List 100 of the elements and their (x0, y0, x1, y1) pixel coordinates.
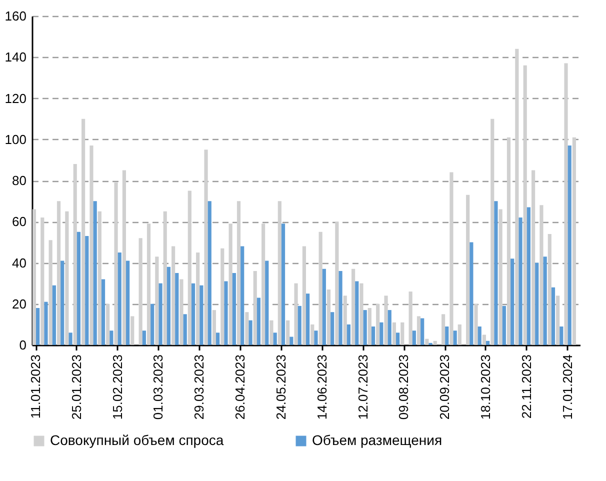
bar (212, 310, 216, 345)
bar (56, 201, 61, 345)
bar (548, 234, 552, 345)
y-tick-label: 0 (19, 338, 26, 352)
bar (101, 279, 106, 345)
bar (568, 146, 572, 345)
bar (183, 314, 187, 345)
bar (474, 304, 478, 345)
bar (445, 326, 449, 345)
bar (314, 330, 318, 345)
bar (346, 324, 351, 345)
x-tick-label: 24.05.2023 (273, 354, 288, 420)
x-tick-label: 14.06.2023 (314, 354, 330, 420)
bar (245, 312, 249, 345)
bar (535, 262, 539, 345)
bar (294, 283, 298, 345)
bar (310, 324, 314, 345)
bar (298, 306, 302, 345)
bar (400, 322, 404, 345)
x-tick-label: 11.01.2023 (28, 354, 44, 419)
bar (351, 268, 356, 345)
bar (270, 320, 274, 345)
bar (166, 266, 171, 345)
bar (531, 170, 536, 345)
bar (326, 289, 331, 345)
bar (158, 283, 162, 345)
bar (191, 283, 196, 345)
bar (118, 252, 122, 345)
bar (322, 268, 326, 345)
bar (453, 330, 457, 345)
y-tick-label: 140 (4, 50, 26, 65)
bar (142, 330, 146, 345)
bar (368, 308, 372, 345)
bar (478, 326, 482, 345)
bar (93, 201, 97, 345)
bar (175, 273, 179, 345)
x-tick-label: 29.03.2023 (192, 354, 207, 420)
bar (253, 270, 257, 345)
bar (523, 65, 527, 345)
bar (306, 294, 310, 345)
bar (412, 330, 416, 345)
y-tick-label: 100 (4, 132, 26, 147)
bar (236, 201, 241, 345)
bar (392, 322, 396, 345)
bar (216, 332, 220, 345)
bar (232, 273, 236, 345)
bar (515, 48, 519, 345)
x-tick-label: 01.03.2023 (150, 354, 166, 420)
bar (90, 146, 94, 345)
bar (494, 201, 498, 345)
bar (371, 326, 376, 345)
bar (470, 242, 474, 345)
bar (564, 63, 568, 345)
bar (261, 224, 266, 345)
legend-label: Объем размещения (312, 432, 442, 448)
bar (68, 332, 72, 345)
bar (196, 252, 200, 345)
x-tick-label: 17.01.2024 (560, 354, 575, 420)
x-tick-label: 15.02.2023 (110, 354, 125, 420)
bar (335, 222, 339, 345)
bar (248, 320, 252, 345)
bar (126, 260, 130, 345)
bar (490, 118, 494, 345)
bar (458, 324, 462, 345)
bar (388, 310, 392, 345)
bar (502, 306, 506, 345)
bar (122, 170, 126, 345)
bar (32, 209, 36, 345)
bar (180, 279, 184, 345)
x-tick-label: 20.09.2023 (437, 354, 452, 420)
bar (273, 332, 277, 345)
bar (551, 287, 556, 345)
bar (420, 318, 424, 345)
bar (220, 248, 224, 345)
bar (286, 320, 290, 345)
bar (441, 314, 446, 345)
bar (486, 340, 490, 345)
bar (506, 137, 511, 345)
x-tick-label: 12.07.2023 (355, 354, 370, 420)
bar (518, 218, 522, 345)
y-tick-label: 160 (4, 8, 26, 24)
x-tick-label: 22.11.2023 (518, 354, 534, 419)
bar (106, 304, 110, 345)
y-tick-label: 20 (12, 296, 26, 312)
y-tick-label: 80 (12, 173, 26, 188)
bar (466, 194, 470, 345)
bar (265, 260, 269, 345)
bar (363, 310, 367, 345)
bar (360, 283, 364, 345)
y-tick-label: 40 (12, 255, 26, 270)
bar (526, 207, 530, 345)
bar (376, 304, 380, 345)
x-tick-label: 09.08.2023 (396, 354, 412, 420)
bar (556, 296, 560, 345)
bar (416, 316, 421, 345)
bar (290, 336, 294, 345)
bar (171, 246, 176, 345)
bar (110, 330, 114, 345)
bar (44, 302, 48, 345)
bar (318, 232, 322, 345)
